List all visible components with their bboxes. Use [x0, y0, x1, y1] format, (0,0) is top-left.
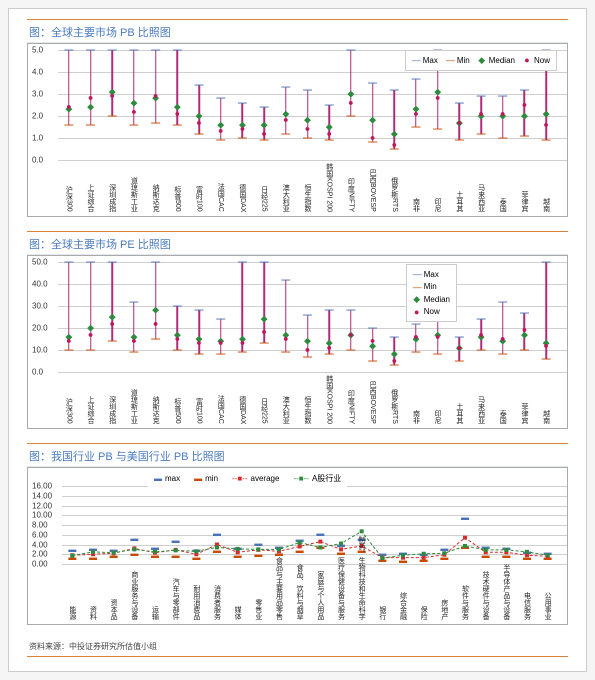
pe-chart-block: 图：全球主要市场 PE 比照图 0.010.020.030.040.050.0—… — [27, 231, 568, 429]
pe-chart-title: 图：全球主要市场 PE 比照图 — [27, 231, 568, 255]
source-footer: 资料来源：中投证券研究所估值小组 — [27, 639, 568, 657]
industry-pb-chart-area: 0.002.004.006.008.0010.0012.0014.0016.00… — [27, 467, 568, 625]
pb-chart-area: 0.01.02.03.04.05.0——◆●——◆●——◆●——◆●——◆●——… — [27, 43, 568, 217]
pb-chart-block: 图：全球主要市场 PB 比照图 0.01.02.03.04.05.0——◆●——… — [27, 19, 568, 217]
chart-legend: —Max—Min◆Median●Now — [405, 50, 557, 71]
industry-pb-chart-block: 图：我国行业 PB 与美国行业 PB 比照图 0.002.004.006.008… — [27, 443, 568, 625]
pb-chart-title: 图：全球主要市场 PB 比照图 — [27, 19, 568, 43]
industry-pb-chart-title: 图：我国行业 PB 与美国行业 PB 比照图 — [27, 443, 568, 467]
document-page: 图：全球主要市场 PB 比照图 0.01.02.03.04.05.0——◆●——… — [8, 8, 587, 672]
pe-chart-area: 0.010.020.030.040.050.0——◆●——◆●——◆●——◆●—… — [27, 255, 568, 429]
chart-legend: —Max—Min◆Median●Now — [406, 264, 457, 322]
